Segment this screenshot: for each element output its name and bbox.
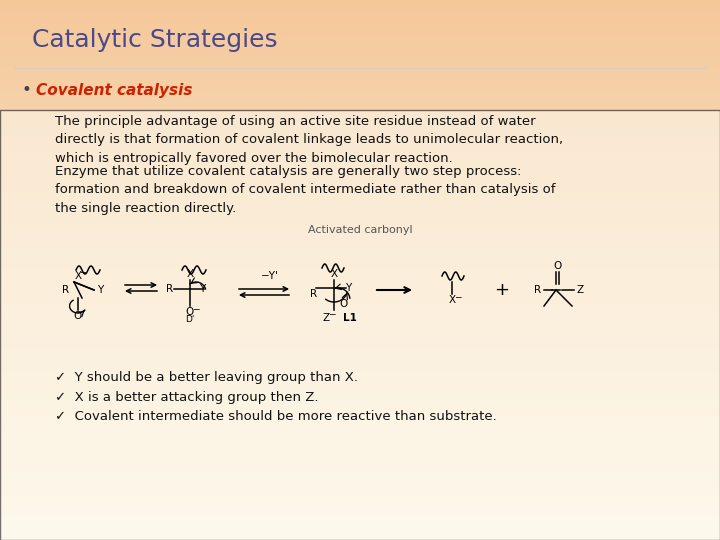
Text: +: + xyxy=(495,281,510,299)
Text: •: • xyxy=(22,81,32,99)
Text: Z: Z xyxy=(323,313,330,323)
Text: L1: L1 xyxy=(343,313,357,323)
Text: Covalent catalysis: Covalent catalysis xyxy=(36,83,192,98)
Text: X: X xyxy=(74,271,81,281)
Text: ✓  X is a better attacking group then Z.: ✓ X is a better attacking group then Z. xyxy=(55,390,318,403)
Text: Enzyme that utilize covalent catalysis are generally two step process:
formation: Enzyme that utilize covalent catalysis a… xyxy=(55,165,556,215)
Text: −: − xyxy=(328,309,336,319)
Text: X: X xyxy=(449,295,456,305)
Text: O: O xyxy=(554,261,562,271)
Text: Catalytic Strategies: Catalytic Strategies xyxy=(32,28,278,52)
Text: Y: Y xyxy=(97,285,103,295)
Text: −Y': −Y' xyxy=(261,271,279,281)
Text: −: − xyxy=(192,305,199,314)
Text: O: O xyxy=(340,299,348,309)
Text: ✓  Covalent intermediate should be more reactive than substrate.: ✓ Covalent intermediate should be more r… xyxy=(55,409,497,422)
Text: R: R xyxy=(166,284,174,294)
Text: O: O xyxy=(74,311,82,321)
Text: X: X xyxy=(330,269,338,279)
Text: The principle advantage of using an active site residue instead of water
directl: The principle advantage of using an acti… xyxy=(55,115,563,165)
Text: X: X xyxy=(186,269,194,279)
Text: Z: Z xyxy=(577,285,584,295)
Text: R: R xyxy=(63,285,70,295)
Text: −: − xyxy=(454,293,462,301)
Text: Y: Y xyxy=(199,284,205,294)
Text: R: R xyxy=(310,289,318,299)
Text: O: O xyxy=(186,307,194,317)
Text: Y: Y xyxy=(345,283,351,293)
Text: ✓  Y should be a better leaving group than X.: ✓ Y should be a better leaving group tha… xyxy=(55,372,358,384)
Text: D': D' xyxy=(185,315,194,325)
FancyBboxPatch shape xyxy=(0,110,720,540)
Text: Activated carbonyl: Activated carbonyl xyxy=(307,225,413,235)
Text: −: − xyxy=(79,267,86,276)
Text: R: R xyxy=(534,285,541,295)
